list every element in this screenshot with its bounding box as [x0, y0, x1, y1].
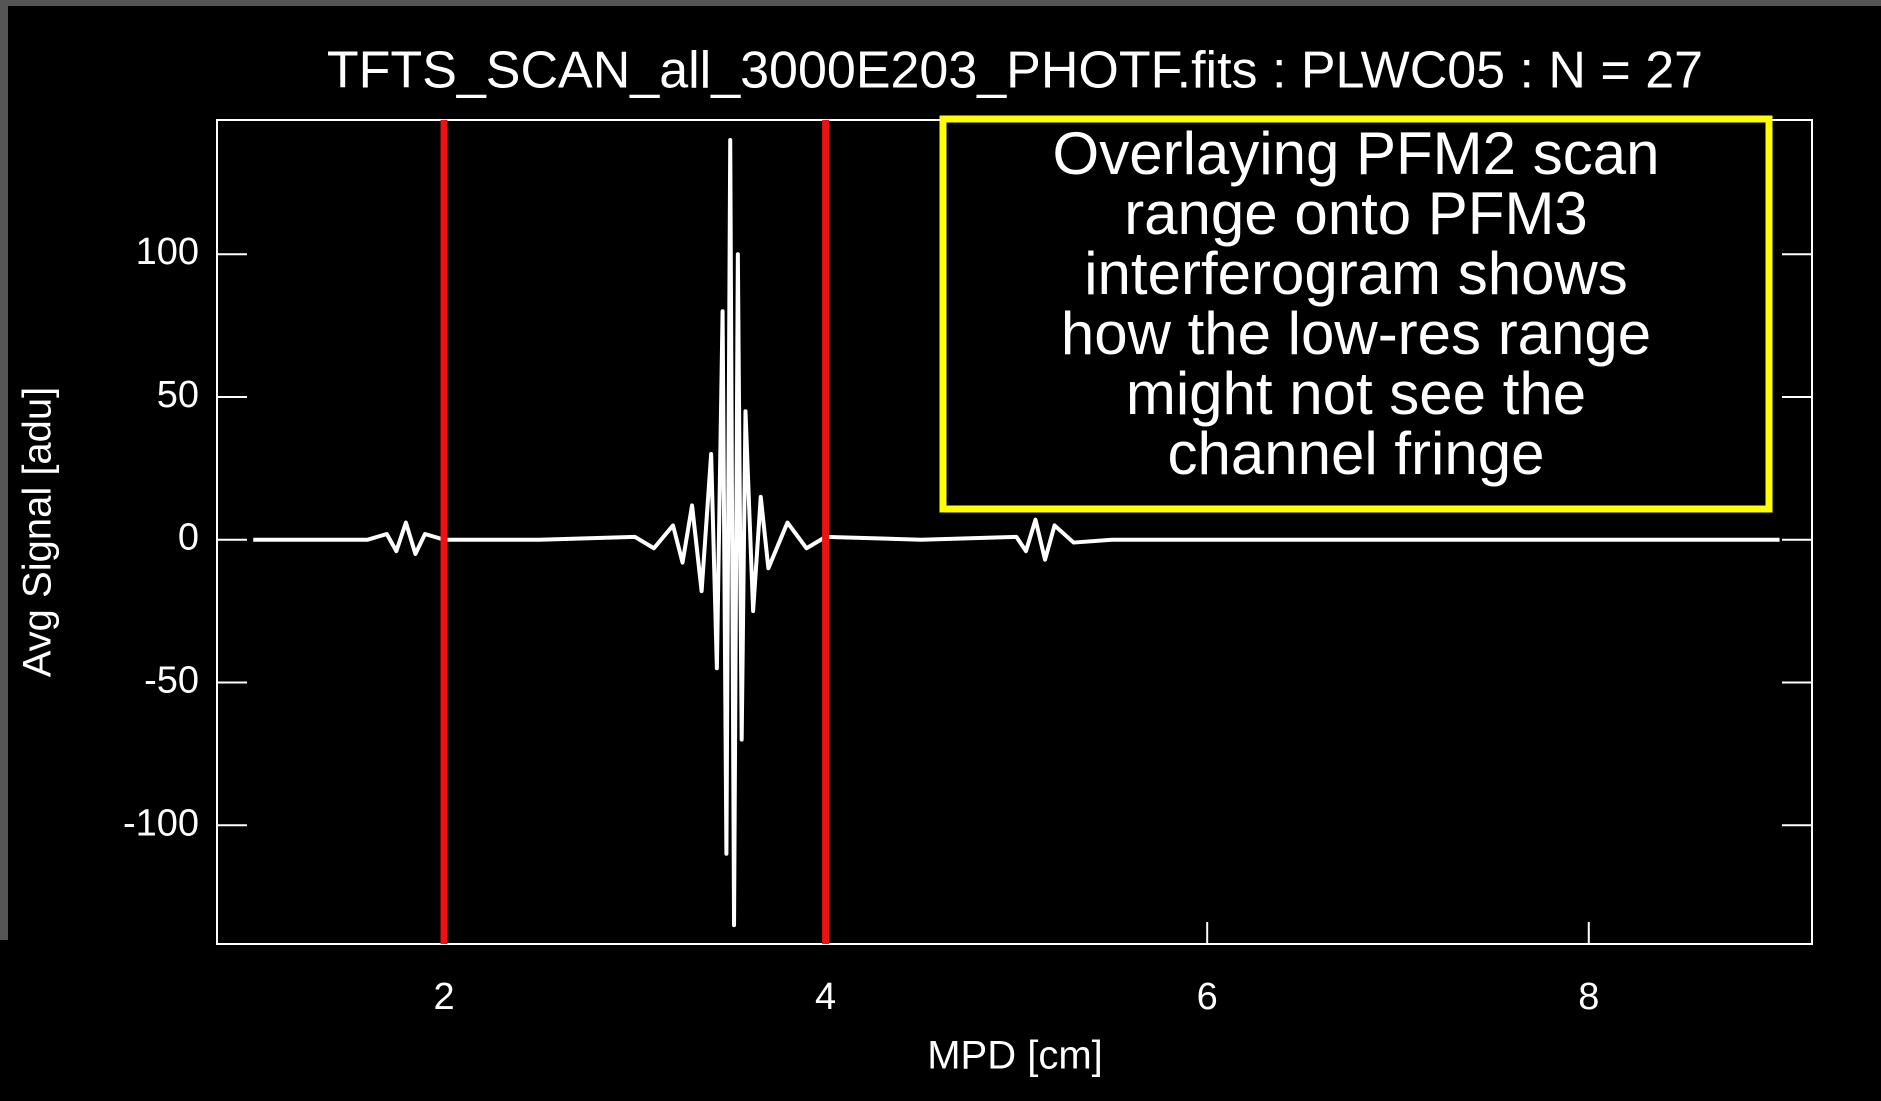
y-tick-label: -50	[144, 659, 199, 701]
signal-line	[253, 137, 1780, 928]
top-border	[0, 0, 1881, 6]
x-tick-label: 6	[1197, 976, 1218, 1018]
annotation-text: range onto PFM3	[1124, 180, 1588, 247]
chart-title: TFTS_SCAN_all_3000E203_PHOTF.fits : PLWC…	[327, 42, 1703, 100]
annotation-box	[939, 115, 1773, 513]
x-tick-label: 4	[815, 976, 836, 1018]
left-border	[0, 0, 8, 940]
annotation-text: channel fringe	[1168, 420, 1545, 487]
y-tick-label: -100	[123, 802, 199, 844]
y-axis-label: Avg Signal [adu]	[16, 387, 60, 678]
x-tick-label: 2	[433, 976, 454, 1018]
annotation-text: interferogram shows	[1084, 240, 1628, 307]
annotation-text: how the low-res range	[1061, 300, 1651, 367]
x-tick-label: 8	[1578, 976, 1599, 1018]
y-tick-label: 0	[178, 517, 199, 559]
y-tick-label: 100	[136, 231, 199, 273]
annotation-text: might not see the	[1126, 360, 1586, 427]
annotation-text: Overlaying PFM2 scan	[1053, 120, 1660, 187]
y-tick-label: 50	[157, 374, 199, 416]
x-axis-label: MPD [cm]	[927, 1034, 1103, 1078]
